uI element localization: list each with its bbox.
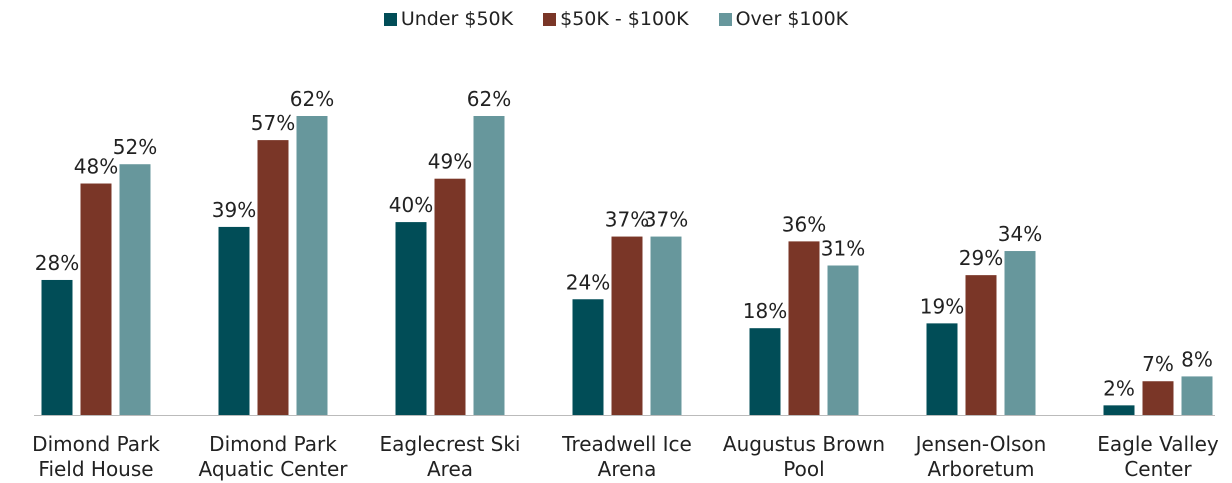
bar: [1103, 405, 1135, 415]
bar: [1004, 251, 1036, 415]
legend-item: Under $50K: [383, 8, 514, 30]
data-label: 37%: [644, 208, 688, 232]
legend-item: $50K - $100K: [543, 8, 689, 30]
legend-label: Under $50K: [400, 8, 514, 30]
data-label: 18%: [743, 299, 787, 323]
bar: [926, 323, 958, 415]
legend-swatch: [718, 12, 732, 26]
bar: [1142, 381, 1174, 415]
data-label: 52%: [113, 135, 157, 159]
data-label: 36%: [782, 212, 826, 236]
legend-item: Over $100K: [718, 8, 849, 30]
x-tick-label: Augustus Brown Pool: [722, 432, 886, 481]
data-label: 37%: [605, 208, 649, 232]
bar: [1181, 376, 1213, 415]
x-tick-label: Eagle Valley Center: [1097, 432, 1219, 481]
bar: [749, 328, 781, 415]
data-label: 2%: [1103, 376, 1135, 400]
data-label: 29%: [959, 246, 1003, 270]
bar: [572, 299, 604, 415]
bar: [434, 178, 466, 415]
legend-label: $50K - $100K: [560, 8, 689, 30]
data-label: 48%: [74, 155, 118, 179]
legend-swatch: [383, 12, 397, 26]
bar: [965, 275, 997, 415]
data-label: 24%: [566, 270, 610, 294]
bar: [650, 236, 682, 415]
data-label: 40%: [389, 193, 433, 217]
bar: [218, 226, 250, 415]
data-label: 49%: [428, 150, 472, 174]
bar: [119, 164, 151, 415]
data-label: 7%: [1142, 352, 1174, 376]
data-label: 39%: [212, 198, 256, 222]
data-label: 34%: [998, 222, 1042, 246]
legend-label: Over $100K: [735, 8, 849, 30]
data-label: 8%: [1181, 347, 1213, 371]
legend: Under $50K $50K - $100K Over $100K: [0, 8, 1232, 30]
bar: [296, 116, 328, 415]
x-tick-label: Treadwell Ice Arena: [562, 432, 692, 481]
bar: [788, 241, 820, 415]
bar: [257, 140, 289, 415]
data-label: 57%: [251, 111, 295, 135]
data-label: 62%: [467, 87, 511, 111]
x-tick-label: Eaglecrest Ski Area: [379, 432, 521, 481]
x-tick-label: Dimond Park Aquatic Center: [198, 432, 348, 481]
data-label: 19%: [920, 294, 964, 318]
x-tick-label: Jensen-Olson Arboretum: [915, 432, 1047, 481]
legend-swatch: [543, 12, 557, 26]
bar: [827, 265, 859, 415]
x-tick-label: Dimond Park Field House: [32, 432, 160, 481]
bar: [473, 116, 505, 415]
data-label: 28%: [35, 251, 79, 275]
bar: [395, 222, 427, 415]
data-label: 31%: [821, 237, 865, 261]
bar: [611, 236, 643, 415]
bar: [41, 279, 73, 415]
bar: [80, 183, 112, 415]
data-label: 62%: [290, 87, 334, 111]
